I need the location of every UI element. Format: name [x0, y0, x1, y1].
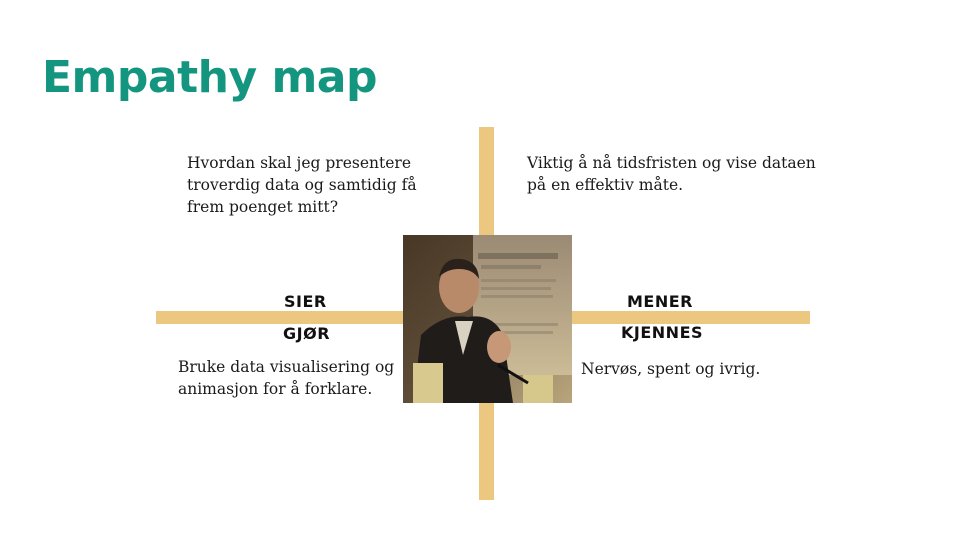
quadrant-bottom-left-text: Bruke data visualisering og animasjon fo…: [178, 358, 395, 398]
page-title: Empathy map: [42, 52, 377, 103]
label-kjennes: KJENNES: [621, 323, 704, 342]
quadrant-top-left-text: Hvordan skal jeg presentere troverdig da…: [187, 154, 417, 216]
quadrant-top-right-text: Viktig å nå tidsfristen og vise dataen p…: [527, 154, 816, 194]
photo-illustration: [403, 235, 572, 403]
label-gjor: GJØR: [283, 324, 331, 343]
label-sier: SIER: [284, 292, 327, 311]
label-mener: MENER: [627, 292, 693, 311]
person-speaking-photo: [403, 235, 572, 403]
quadrant-bottom-right-text: Nervøs, spent og ivrig.: [581, 360, 761, 378]
